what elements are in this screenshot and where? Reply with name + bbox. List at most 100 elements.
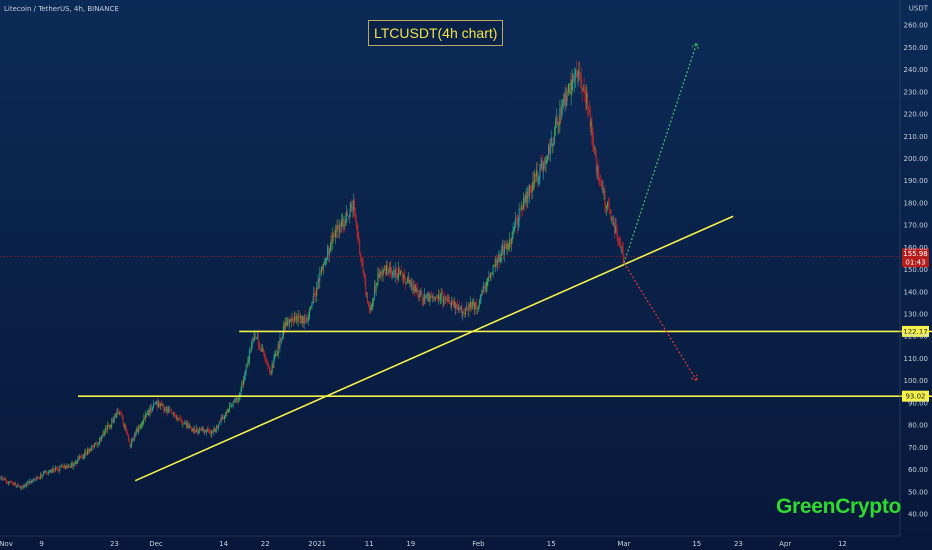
candle-body bbox=[326, 259, 328, 260]
candle-body bbox=[536, 170, 538, 182]
candle-body bbox=[404, 274, 406, 279]
time-tick-label: 22 bbox=[261, 540, 270, 548]
candle-body bbox=[447, 299, 449, 302]
candle-body bbox=[617, 236, 619, 239]
candle-body bbox=[365, 279, 367, 294]
candle-body bbox=[536, 170, 537, 177]
candle-body bbox=[321, 266, 323, 270]
candle-body bbox=[293, 318, 295, 323]
candle-body bbox=[565, 93, 567, 106]
candle-body bbox=[387, 268, 389, 270]
candle-body bbox=[66, 466, 68, 467]
candle-body bbox=[555, 118, 557, 122]
candle-body bbox=[373, 298, 374, 301]
candle-body bbox=[504, 244, 506, 246]
candle-body bbox=[39, 477, 41, 479]
candle-body bbox=[479, 298, 481, 302]
candle-body bbox=[26, 482, 28, 486]
candle-body bbox=[158, 402, 160, 407]
candle-body bbox=[597, 167, 599, 175]
price-tick-label: 200.00 bbox=[904, 155, 929, 163]
candle-body bbox=[531, 190, 533, 193]
candle-body bbox=[300, 315, 302, 319]
candle-body bbox=[525, 191, 527, 199]
candle-body bbox=[582, 89, 584, 90]
candle-body bbox=[258, 344, 260, 346]
price-tick-label: 110.00 bbox=[904, 355, 929, 363]
candle-body bbox=[80, 456, 82, 457]
candle-body bbox=[438, 295, 439, 299]
candle-body bbox=[524, 198, 526, 204]
candle-body bbox=[185, 421, 187, 428]
candle-body bbox=[208, 429, 210, 431]
candle-body bbox=[135, 431, 137, 437]
candle-body bbox=[350, 204, 352, 209]
candle-body bbox=[212, 430, 214, 433]
candle-body bbox=[182, 423, 184, 425]
candle-body bbox=[568, 83, 569, 93]
candle-body bbox=[381, 275, 383, 276]
candle-body bbox=[16, 484, 18, 487]
candle-body bbox=[539, 163, 541, 177]
support-level-label: 93.02 bbox=[905, 393, 925, 401]
candle-body bbox=[242, 383, 244, 386]
candle-body bbox=[419, 290, 421, 297]
candle-body bbox=[402, 274, 404, 279]
candle-body bbox=[77, 457, 79, 462]
candle-body bbox=[415, 284, 417, 292]
candle-body bbox=[256, 334, 258, 338]
candle-body bbox=[191, 428, 193, 432]
candle-body bbox=[498, 254, 500, 262]
candle-body bbox=[349, 208, 351, 217]
candle-body bbox=[446, 297, 448, 302]
candle-body bbox=[262, 349, 264, 350]
candle-body bbox=[611, 218, 613, 221]
candle-body bbox=[331, 240, 333, 243]
candle-body bbox=[246, 365, 248, 367]
candle-body bbox=[151, 407, 153, 412]
candle-body bbox=[399, 268, 400, 275]
candle-body bbox=[475, 302, 477, 304]
candle-body bbox=[220, 418, 222, 422]
candle-body bbox=[89, 448, 91, 451]
candle-body bbox=[576, 71, 578, 78]
candle-body bbox=[129, 442, 131, 447]
candle-body bbox=[75, 461, 77, 464]
candle-body bbox=[239, 394, 241, 396]
price-tick-label: 250.00 bbox=[904, 44, 929, 52]
candle-body bbox=[50, 470, 52, 471]
candle-body bbox=[466, 306, 468, 311]
candle-body bbox=[503, 244, 505, 255]
candle-body bbox=[398, 268, 400, 279]
candle-body bbox=[614, 222, 615, 233]
candle-body bbox=[356, 224, 358, 232]
candle-body bbox=[249, 350, 251, 361]
candle-body bbox=[328, 251, 330, 255]
candle-body bbox=[33, 478, 35, 482]
candle-body bbox=[204, 429, 206, 433]
support-level-label: 122.17 bbox=[903, 328, 928, 336]
candle-body bbox=[429, 297, 431, 302]
candle-body bbox=[615, 225, 617, 230]
price-tick-label: 230.00 bbox=[904, 88, 929, 96]
candle-body bbox=[256, 337, 257, 339]
candle-body bbox=[222, 417, 224, 420]
candle-body bbox=[616, 229, 618, 237]
candle-body bbox=[553, 138, 555, 144]
candle-body bbox=[351, 204, 353, 208]
candle-body bbox=[406, 282, 407, 284]
candle-body bbox=[321, 266, 322, 273]
candle-body bbox=[412, 287, 414, 291]
candle-body bbox=[93, 446, 95, 448]
candle-body bbox=[428, 293, 430, 302]
candle-body bbox=[243, 380, 244, 386]
candle-body bbox=[600, 181, 602, 183]
candle-body bbox=[486, 281, 488, 288]
candle-body bbox=[317, 279, 319, 289]
candle-body bbox=[425, 294, 426, 299]
candle-body bbox=[108, 425, 110, 427]
candle-body bbox=[384, 265, 386, 270]
candle-body bbox=[200, 430, 202, 431]
candle-body bbox=[457, 304, 459, 311]
